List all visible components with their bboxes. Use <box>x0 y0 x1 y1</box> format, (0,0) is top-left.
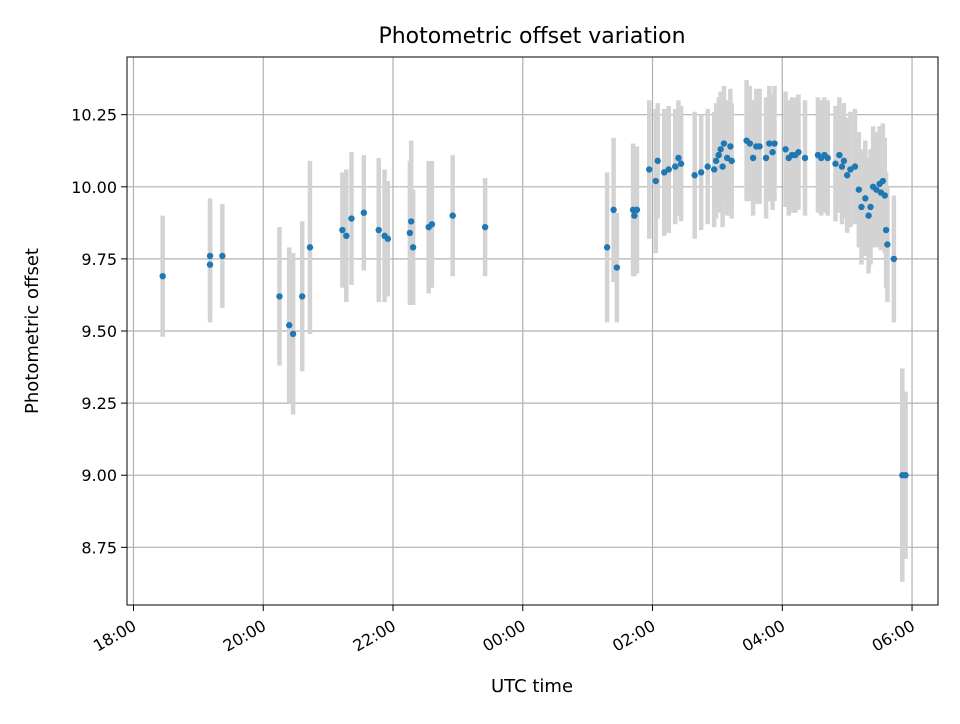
data-point <box>339 226 346 234</box>
data-point <box>206 252 214 260</box>
data-point <box>720 140 728 147</box>
data-point <box>375 226 382 234</box>
data-point <box>769 148 776 156</box>
data-point <box>801 154 809 162</box>
data-point <box>633 206 641 214</box>
data-point <box>762 154 770 162</box>
x-axis-ticks: 18:00 20:00 22:00 00:00 02:00 04:00 06:00 <box>90 605 918 656</box>
x-tick-label: 22:00 <box>350 616 399 656</box>
x-tick-label: 04:00 <box>739 616 788 656</box>
data-point <box>855 186 863 193</box>
x-axis-label: UTC time <box>491 676 573 697</box>
y-tick-label: 10.25 <box>71 106 117 125</box>
data-point <box>348 215 355 222</box>
data-point <box>306 244 314 251</box>
data-point <box>715 151 722 159</box>
data-point <box>646 166 653 173</box>
data-point <box>449 212 456 219</box>
data-point <box>865 212 872 219</box>
chart-title: Photometric offset variation <box>378 24 685 49</box>
x-tick-label: 00:00 <box>479 616 528 656</box>
data-point <box>766 140 773 147</box>
data-point <box>746 140 754 147</box>
data-point <box>843 172 851 179</box>
data-point <box>836 151 843 159</box>
data-point <box>691 172 698 179</box>
data-point <box>756 143 763 150</box>
data-point <box>723 154 731 162</box>
data-point <box>289 330 297 338</box>
data-point <box>298 293 306 300</box>
data-point <box>858 203 865 211</box>
data-point <box>867 203 874 211</box>
data-point <box>873 186 880 193</box>
x-tick-label: 06:00 <box>869 616 918 656</box>
data-point <box>717 146 724 153</box>
data-point <box>613 264 621 271</box>
data-point <box>675 154 682 162</box>
data-point <box>206 261 214 268</box>
data-point <box>481 223 489 231</box>
y-tick-label: 10.00 <box>71 178 117 197</box>
x-tick-label: 02:00 <box>609 616 658 656</box>
data-point <box>710 166 718 173</box>
data-point <box>610 206 617 214</box>
data-point <box>159 273 166 280</box>
y-axis-ticks: 8.75 9.00 9.25 9.50 9.75 10.00 10.25 <box>71 106 127 557</box>
data-point <box>795 148 802 156</box>
data-point <box>862 195 869 202</box>
data-point <box>882 226 890 234</box>
data-point <box>409 244 417 251</box>
data-point <box>665 166 672 173</box>
y-tick-label: 9.25 <box>81 394 117 413</box>
data-point <box>728 157 735 165</box>
data-point <box>384 235 392 242</box>
data-point <box>881 192 888 199</box>
x-tick-label: 20:00 <box>220 616 269 656</box>
data-point <box>428 221 436 228</box>
data-point <box>407 218 415 225</box>
data-point <box>661 169 668 176</box>
data-point <box>838 163 846 170</box>
data-point <box>286 322 293 329</box>
data-point <box>677 160 685 167</box>
data-point <box>219 252 226 260</box>
data-point <box>360 209 368 216</box>
data-point <box>824 154 831 162</box>
data-point <box>603 244 611 251</box>
data-point <box>697 169 705 176</box>
data-point <box>851 163 859 170</box>
data-point <box>749 154 757 162</box>
data-point <box>902 472 909 479</box>
data-point <box>704 163 711 170</box>
data-points <box>159 137 909 479</box>
data-point <box>884 241 891 248</box>
data-point <box>672 163 679 170</box>
data-point <box>727 143 734 150</box>
data-point <box>782 146 789 153</box>
data-point <box>847 166 854 173</box>
data-point <box>879 177 887 185</box>
data-point <box>832 160 839 167</box>
data-point <box>343 232 350 240</box>
data-point <box>652 177 659 185</box>
y-tick-label: 9.75 <box>81 250 117 269</box>
data-point <box>719 163 726 170</box>
data-point <box>276 293 283 300</box>
data-point <box>771 140 778 147</box>
data-point <box>890 255 898 263</box>
data-point <box>654 157 661 165</box>
data-point <box>712 157 720 165</box>
x-tick-label: 18:00 <box>90 616 139 656</box>
y-axis-label: Photometric offset <box>22 248 43 414</box>
y-tick-label: 9.50 <box>81 322 117 341</box>
data-point <box>406 229 414 237</box>
data-point <box>631 212 638 219</box>
data-point <box>840 157 848 165</box>
y-tick-label: 9.00 <box>81 466 117 485</box>
y-tick-label: 8.75 <box>81 538 117 557</box>
